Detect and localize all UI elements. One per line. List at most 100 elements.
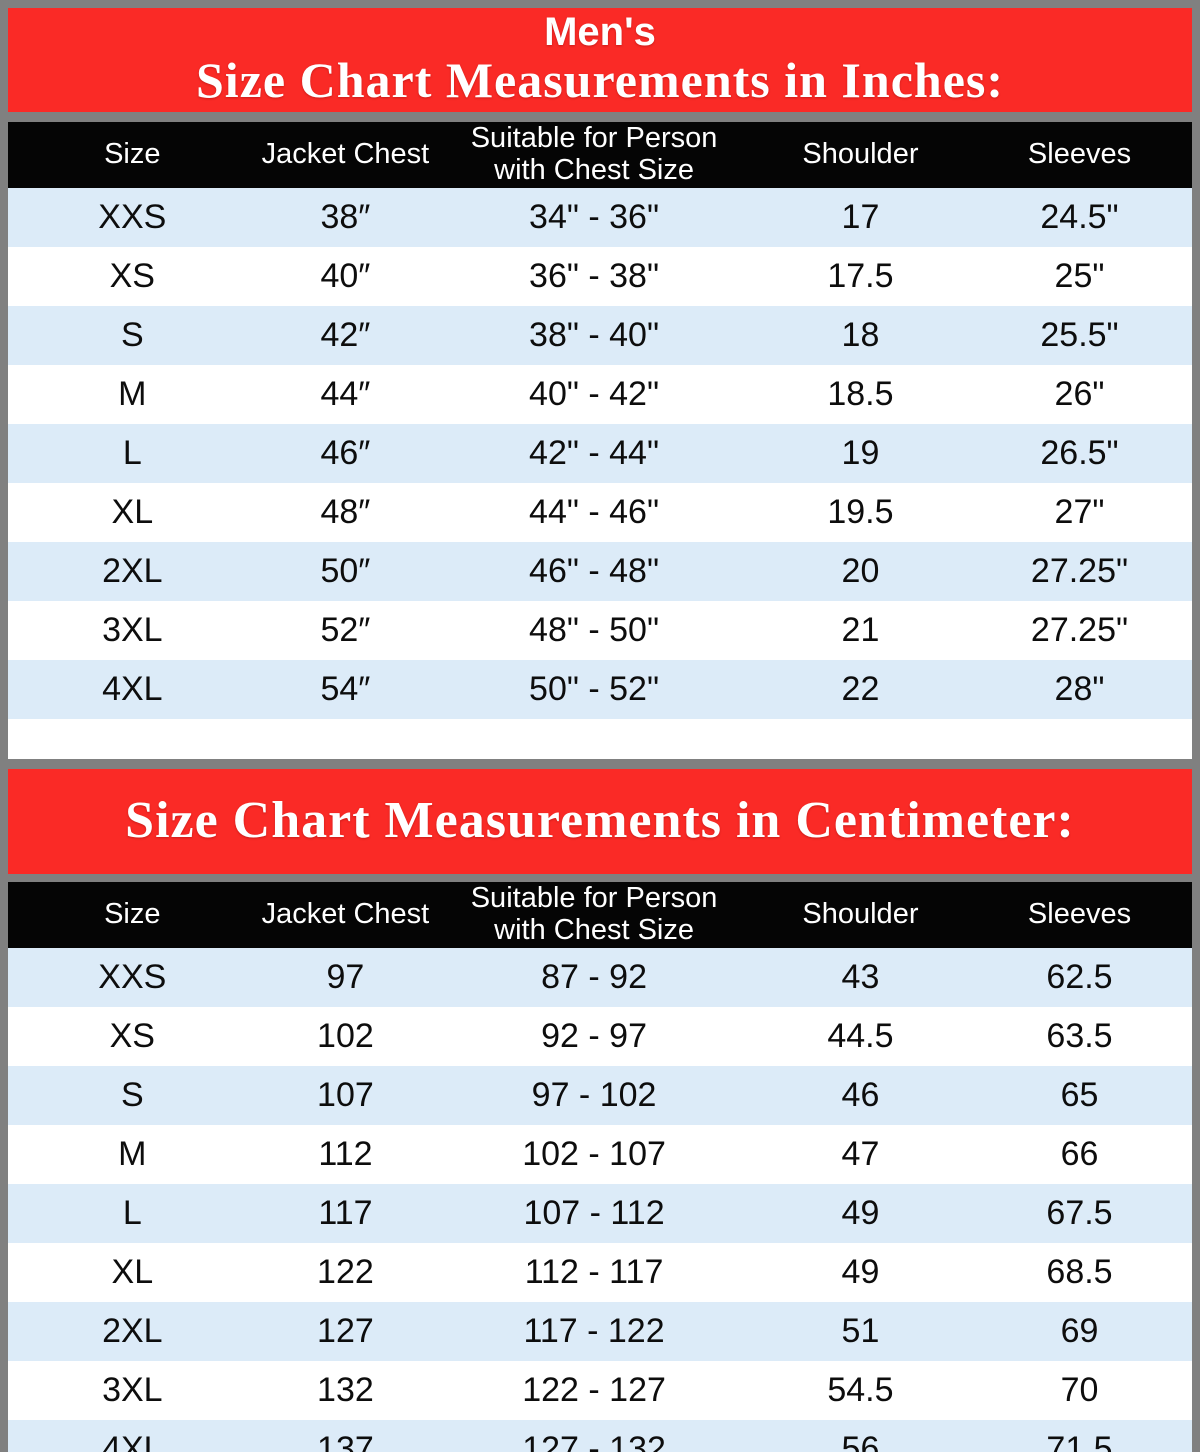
cell-chest-range: 36" - 38" (529, 256, 660, 295)
cell-size: XL (111, 492, 154, 531)
inches-banner-title: Size Chart Measurements in Inches: (196, 52, 1004, 108)
cell-size: S (120, 315, 144, 354)
column-header-sleeves: Sleeves (967, 881, 1192, 948)
cell-chest-range: 40" - 42" (529, 374, 660, 413)
cell-size: S (120, 1075, 144, 1114)
table-row: 2XL 50″ 46" - 48" 20 27.25" (8, 541, 1192, 601)
header-row: Size Jacket Chest Suitable for Person wi… (8, 122, 1192, 188)
cell-size: L (122, 1193, 142, 1232)
cell-size: 2XL (102, 551, 163, 590)
cell-size: XXS (98, 197, 167, 236)
table-row: XL 48″ 44" - 46" 19.5 27" (8, 482, 1192, 542)
cell-jacket-chest: 54″ (320, 669, 371, 708)
centimeter-banner: Size Chart Measurements in Centimeter: (8, 768, 1192, 874)
cell-shoulder: 20 (841, 551, 880, 590)
inches-table-section: Size Jacket Chest Suitable for Person wi… (8, 122, 1192, 759)
column-header-jacket-chest: Jacket Chest (256, 122, 435, 188)
table-row: L 46″ 42" - 44" 19 26.5" (8, 423, 1192, 483)
header-row: Size Jacket Chest Suitable for Person wi… (8, 881, 1192, 948)
cell-chest-range: 122 - 127 (522, 1370, 666, 1409)
cell-shoulder: 46 (841, 1075, 880, 1114)
cell-chest-range: 38" - 40" (529, 315, 660, 354)
cell-chest-range: 42" - 44" (529, 433, 660, 472)
cell-sleeves: 62.5 (1046, 957, 1113, 996)
table-row: 3XL 52″ 48" - 50" 21 27.25" (8, 600, 1192, 660)
cell-shoulder: 56 (841, 1429, 880, 1452)
cell-size: 2XL (102, 1311, 163, 1350)
table-row: 3XL 132 122 - 127 54.5 70 (8, 1360, 1192, 1420)
cell-sleeves: 28" (1054, 669, 1105, 708)
cell-jacket-chest: 52″ (320, 610, 371, 649)
cell-sleeves: 26" (1054, 374, 1105, 413)
cell-size: M (118, 1134, 147, 1173)
cell-chest-range: 107 - 112 (523, 1193, 665, 1232)
cell-size: 4XL (102, 669, 163, 708)
cell-jacket-chest: 97 (326, 957, 365, 996)
cell-sleeves: 25.5" (1040, 315, 1119, 354)
column-header-sleeves: Sleeves (967, 122, 1192, 188)
cell-sleeves: 66 (1060, 1134, 1099, 1173)
cell-shoulder: 18.5 (827, 374, 894, 413)
table-row: L 117 107 - 112 49 67.5 (8, 1183, 1192, 1243)
cell-sleeves: 24.5" (1040, 197, 1119, 236)
cell-jacket-chest: 132 (317, 1370, 374, 1409)
table-row: S 107 97 - 102 46 65 (8, 1065, 1192, 1125)
table-row: S 42″ 38" - 40" 18 25.5" (8, 305, 1192, 365)
cell-size: 3XL (102, 1370, 163, 1409)
table-row: XL 122 112 - 117 49 68.5 (8, 1242, 1192, 1302)
cell-jacket-chest: 112 (318, 1134, 373, 1173)
cell-size: XL (111, 1252, 154, 1291)
cell-chest-range: 44" - 46" (529, 492, 660, 531)
cell-shoulder: 22 (841, 669, 880, 708)
cell-jacket-chest: 137 (317, 1429, 374, 1452)
cell-size: L (122, 433, 142, 472)
table-row: 4XL 137 127 - 132 56 71.5 (8, 1419, 1192, 1452)
cell-shoulder: 21 (841, 610, 880, 649)
inches-banner: Men's Size Chart Measurements in Inches: (8, 8, 1192, 112)
cell-chest-range: 48" - 50" (529, 610, 660, 649)
cell-shoulder: 47 (841, 1134, 880, 1173)
cell-chest-range: 127 - 132 (522, 1429, 666, 1452)
cell-sleeves: 65 (1060, 1075, 1099, 1114)
cell-chest-range: 92 - 97 (541, 1016, 647, 1055)
cell-shoulder: 54.5 (827, 1370, 894, 1409)
inches-size-table: Size Jacket Chest Suitable for Person wi… (8, 122, 1192, 719)
cell-chest-range: 117 - 122 (523, 1311, 665, 1350)
cell-shoulder: 49 (841, 1193, 880, 1232)
cell-chest-range: 112 - 117 (524, 1252, 664, 1291)
column-header-shoulder: Shoulder (753, 881, 967, 948)
column-header-chest-range: Suitable for Person with Chest Size (434, 122, 754, 188)
centimeter-banner-title: Size Chart Measurements in Centimeter: (125, 792, 1075, 850)
cell-size: 4XL (102, 1429, 163, 1452)
cell-sleeves: 63.5 (1046, 1016, 1113, 1055)
cell-shoulder: 19 (841, 433, 880, 472)
cell-chest-range: 34" - 36" (529, 197, 660, 236)
centimeter-table-body: XXS 97 87 - 92 43 62.5 XS 102 92 - 97 44… (8, 947, 1192, 1452)
cell-shoulder: 51 (841, 1311, 880, 1350)
cell-chest-range: 46" - 48" (529, 551, 660, 590)
table-row: M 112 102 - 107 47 66 (8, 1124, 1192, 1184)
cell-shoulder: 44.5 (827, 1016, 894, 1055)
cell-sleeves: 27" (1054, 492, 1105, 531)
cell-size: XXS (98, 957, 167, 996)
column-header-chest-range: Suitable for Person with Chest Size (434, 881, 754, 948)
inches-table-body: XXS 38″ 34" - 36" 17 24.5" XS 40″ 36" - … (8, 187, 1192, 719)
cell-jacket-chest: 50″ (320, 551, 371, 590)
cell-shoulder: 18 (841, 315, 880, 354)
cell-jacket-chest: 102 (317, 1016, 374, 1055)
table-row: M 44″ 40" - 42" 18.5 26" (8, 364, 1192, 424)
cell-jacket-chest: 40″ (320, 256, 371, 295)
cell-sleeves: 69 (1060, 1311, 1099, 1350)
cell-jacket-chest: 107 (317, 1075, 374, 1114)
column-header-size: Size (8, 122, 257, 188)
cell-sleeves: 26.5" (1040, 433, 1119, 472)
inches-table-header: Size Jacket Chest Suitable for Person wi… (8, 122, 1192, 188)
cell-chest-range: 102 - 107 (522, 1134, 666, 1173)
cell-sleeves: 25" (1054, 256, 1105, 295)
cell-sleeves: 27.25" (1030, 610, 1129, 649)
table-row: 4XL 54″ 50" - 52" 22 28" (8, 659, 1192, 719)
cell-sleeves: 27.25" (1030, 551, 1129, 590)
cell-chest-range: 97 - 102 (531, 1075, 657, 1114)
cell-jacket-chest: 46″ (320, 433, 371, 472)
